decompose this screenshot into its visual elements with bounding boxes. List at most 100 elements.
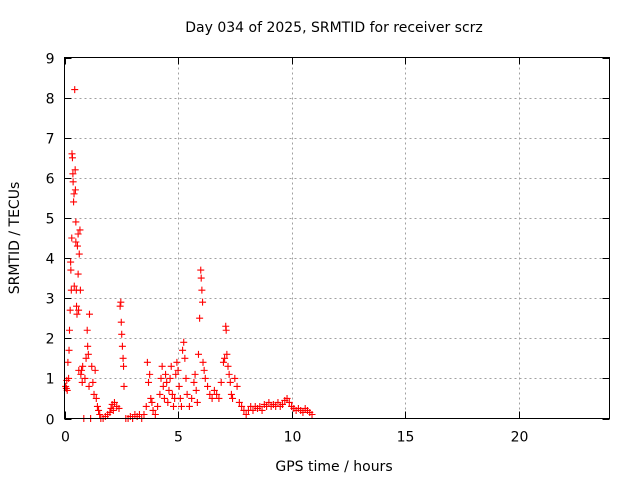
data-point [71,86,79,94]
data-point [67,258,75,266]
data-points [62,86,316,422]
x-tick-label: 0 [61,430,70,446]
y-tick-label: 2 [46,332,55,348]
data-point [120,382,128,390]
data-point [70,190,78,198]
data-point [158,362,166,370]
data-point [175,382,183,390]
data-point [160,394,168,402]
plot-frame [64,57,610,419]
data-point [197,274,205,282]
data-point [265,398,273,406]
data-point [120,362,128,370]
y-tick-label: 9 [46,52,55,68]
data-point [258,406,266,414]
data-point [85,310,93,318]
data-point [233,382,241,390]
data-point [159,382,167,390]
chart-title: Day 034 of 2025, SRMTID for receiver scr… [185,20,483,36]
data-point [185,402,193,410]
data-point [235,398,243,406]
data-point [225,370,233,378]
data-point [190,378,198,386]
data-point [117,318,125,326]
data-point [64,358,72,366]
y-axis-title: SRMTID / TECUs [7,182,23,295]
data-point [285,398,293,406]
data-point [198,286,206,294]
data-point [146,370,154,378]
data-point [148,398,156,406]
data-point [164,398,172,406]
data-point [200,366,208,374]
data-point [183,390,191,398]
data-point [219,358,227,366]
data-point [192,386,200,394]
data-point [162,370,170,378]
data-point [78,378,86,386]
x-tick-label: 5 [174,430,183,446]
data-point [65,346,73,354]
data-point [68,234,76,242]
data-point [165,386,173,394]
data-point [176,394,184,402]
axis-ticks [64,57,610,420]
x-tick-label: 10 [284,430,302,446]
data-point [170,402,177,410]
data-point [117,298,125,306]
x-axis-title: GPS time / hours [275,459,392,475]
data-point [68,154,76,162]
data-point [249,406,257,414]
data-point [77,370,85,378]
data-point [145,378,153,386]
data-point [199,298,207,306]
data-point [81,374,89,382]
data-point [115,404,123,412]
data-point [79,362,87,370]
data-point [179,346,187,354]
data-point [91,366,99,374]
data-point [180,338,188,346]
data-point [227,390,235,398]
data-point [174,366,182,374]
data-point [283,394,291,402]
data-point [223,350,231,358]
data-point [75,250,83,258]
data-point [93,402,101,410]
data-point [151,410,159,418]
data-point [215,394,223,402]
y-tick-label: 4 [46,252,55,268]
data-point [66,306,74,314]
data-point [147,394,155,402]
grid-lines [64,57,610,419]
tick-labels: 0 1 2 3 4 5 6 7 8 9 0 5 10 15 20 [46,52,529,446]
data-point [71,166,79,174]
data-point [182,374,190,382]
y-tick-label: 6 [46,172,55,188]
data-point [199,358,207,366]
data-point [65,374,73,382]
data-point [299,408,307,416]
data-point [191,370,199,378]
data-point [119,354,127,362]
data-point [206,390,214,398]
y-tick-label: 7 [46,132,55,148]
data-point [196,314,204,322]
data-point [88,362,96,370]
data-point [84,350,92,358]
data-point [73,302,81,310]
data-point [96,410,104,418]
data-point [279,400,286,408]
data-point [85,382,93,390]
data-point [231,374,239,382]
data-point [210,386,218,394]
y-tick-label: 5 [46,212,55,228]
y-tick-label: 3 [46,292,55,308]
data-point [208,394,216,402]
data-point [82,354,90,362]
data-point [73,242,81,250]
data-point [197,266,205,274]
data-point [217,378,225,386]
data-point [222,326,230,334]
